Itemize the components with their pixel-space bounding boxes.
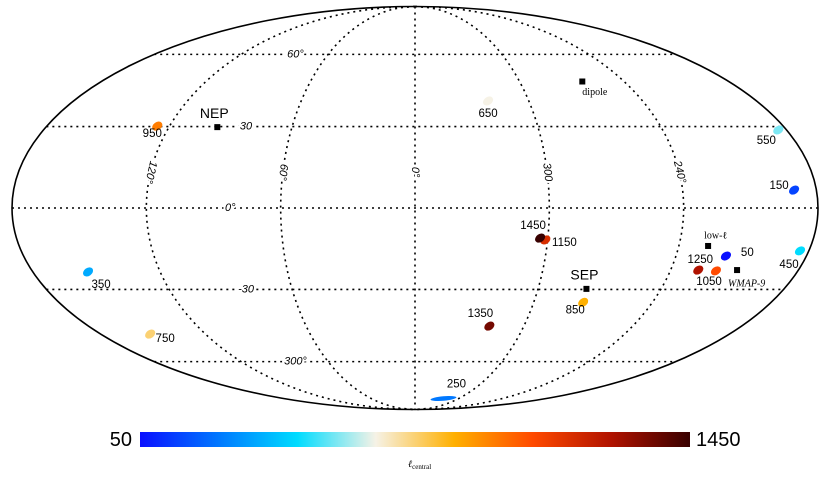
- point-label: 350: [91, 279, 110, 291]
- lon-tick-label: 0°: [409, 167, 421, 178]
- point-label: 250: [447, 379, 466, 391]
- sky-region: [482, 96, 494, 106]
- sky-region: [794, 246, 806, 256]
- point-label: 1450: [520, 220, 546, 232]
- marker: [705, 242, 712, 249]
- marker-label: WMAP-9: [728, 278, 765, 289]
- sky-region: [789, 185, 800, 195]
- lat-tick-label: 30: [240, 121, 253, 133]
- sky-region: [710, 266, 722, 276]
- marker: [214, 124, 221, 131]
- lat-tick-label: 60°: [287, 48, 304, 60]
- lat-tick-label: 0°: [225, 202, 236, 214]
- marker-label: SEP: [570, 267, 598, 283]
- grid-line: [414, 5, 685, 411]
- lon-tick-label: 60°: [276, 163, 290, 182]
- point-label: 550: [757, 135, 776, 147]
- lat-tick-label: -30: [238, 283, 255, 295]
- colorbar: [140, 432, 690, 447]
- sky-region: [535, 233, 546, 243]
- point-label: 1250: [687, 254, 713, 266]
- colorbar-label-symbol: ℓ: [408, 459, 412, 470]
- point-label: 50: [741, 247, 754, 259]
- sky-region: [773, 125, 784, 135]
- sky-region: [430, 396, 457, 401]
- point-label: 750: [156, 333, 175, 345]
- point-label: 1050: [696, 276, 722, 288]
- point-label: 150: [770, 180, 789, 192]
- marker: [734, 267, 741, 274]
- point-label: 1350: [468, 308, 494, 320]
- sky-region: [720, 251, 732, 261]
- colorbar-tick-label: 50: [110, 429, 132, 451]
- grid-line: [414, 5, 551, 411]
- lon-tick-label: 300: [540, 162, 554, 183]
- lat-tick-label: 300°: [284, 356, 307, 368]
- marker: [583, 285, 590, 292]
- point-label: 650: [478, 108, 497, 120]
- grid-line: [279, 5, 416, 411]
- grid-line: [145, 5, 416, 411]
- sky-region: [578, 297, 589, 307]
- marker-label: NEP: [200, 105, 229, 121]
- point-label: 1150: [552, 237, 577, 249]
- point-label: 450: [779, 259, 798, 271]
- marker: [579, 78, 586, 85]
- colorbar-label-subscript: central: [412, 463, 431, 471]
- sky-region: [82, 267, 94, 277]
- marker-label: low-ℓ: [704, 230, 727, 241]
- sky-region: [484, 321, 495, 331]
- sky-region: [152, 121, 163, 131]
- colorbar-tick-label: 1450: [696, 429, 741, 451]
- colorbar-label: ℓcentral: [408, 459, 431, 470]
- point-label: 950: [143, 128, 162, 140]
- sky-region: [145, 329, 156, 339]
- point-label: 850: [566, 304, 585, 316]
- marker-label: dipole: [582, 87, 608, 98]
- lon-tick-label: 120°: [142, 160, 159, 186]
- sky-region: [693, 265, 704, 275]
- lon-tick-label: 240°: [671, 159, 688, 185]
